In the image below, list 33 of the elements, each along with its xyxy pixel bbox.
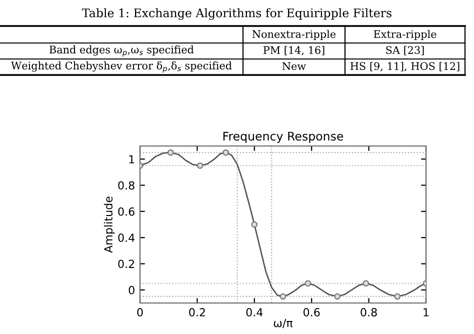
x-tick-label: 0.8 bbox=[360, 308, 377, 316]
point bbox=[251, 221, 258, 228]
point bbox=[394, 293, 401, 300]
x-axis-title: ω/π bbox=[274, 318, 293, 328]
text: Weighted Chebyshev error δ$_{p}$,δ$_{s}$ specified bbox=[10, 61, 232, 73]
x-tick-label: 0 bbox=[137, 308, 143, 316]
y-tick-label: 0.6 bbox=[118, 207, 134, 216]
x-tick-label: 0.6 bbox=[304, 308, 320, 316]
text: New bbox=[282, 62, 306, 70]
point bbox=[167, 149, 174, 156]
y-tick-label: 0 bbox=[128, 286, 134, 294]
point bbox=[280, 293, 286, 300]
y-axis-title: Amplitude bbox=[104, 196, 115, 253]
point bbox=[362, 280, 370, 287]
point bbox=[222, 149, 229, 156]
text: Extra-ripple bbox=[374, 30, 436, 40]
text: Nonextra-ripple bbox=[252, 30, 336, 40]
y-tick-label: 0.4 bbox=[118, 234, 135, 242]
point bbox=[304, 280, 312, 287]
point bbox=[334, 293, 340, 300]
y-tick-label: 0.2 bbox=[118, 260, 134, 268]
chart-title: Frequency Response bbox=[223, 132, 344, 143]
point bbox=[196, 162, 204, 169]
x-tick-label: 1 bbox=[424, 308, 429, 316]
text: SA [23] bbox=[386, 46, 424, 56]
text: PM [14, 16] bbox=[263, 46, 324, 56]
y-tick-label: 0.8 bbox=[118, 181, 134, 190]
text: Band edges ω$_{p}$,ω$_{s}$ specified bbox=[50, 45, 194, 57]
y-tick-label: 1 bbox=[129, 155, 134, 164]
text: HS [9, 11], HOS [12] bbox=[350, 62, 460, 72]
caption: Table 1: Exchange Algorithms for Equiripple Filters bbox=[82, 8, 392, 20]
x-tick-label: 0.4 bbox=[246, 308, 263, 316]
x-tick-label: 0.2 bbox=[189, 308, 205, 316]
